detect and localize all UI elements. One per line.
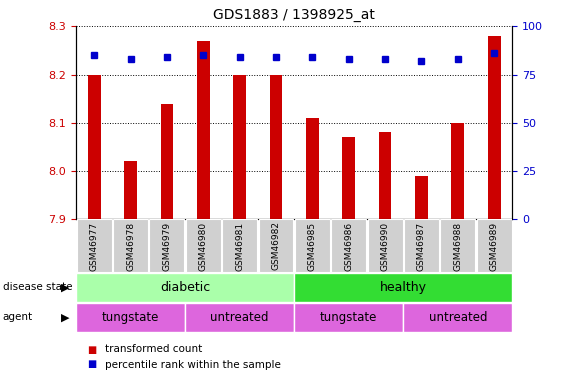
- Title: GDS1883 / 1398925_at: GDS1883 / 1398925_at: [213, 9, 375, 22]
- Text: ▶: ▶: [60, 312, 69, 322]
- Text: tungstate: tungstate: [320, 311, 377, 324]
- Text: ▶: ▶: [60, 282, 69, 292]
- Bar: [77, 219, 111, 272]
- Text: GSM46977: GSM46977: [90, 222, 99, 271]
- Bar: [331, 219, 366, 272]
- Bar: [76, 273, 294, 302]
- Text: tungstate: tungstate: [102, 311, 159, 324]
- Bar: [415, 176, 428, 219]
- Bar: [403, 303, 512, 332]
- Bar: [379, 132, 391, 219]
- Bar: [197, 41, 209, 219]
- Bar: [477, 219, 512, 272]
- Text: ■: ■: [87, 345, 96, 354]
- Bar: [222, 219, 257, 272]
- Text: untreated: untreated: [211, 311, 269, 324]
- Bar: [488, 36, 501, 219]
- Text: agent: agent: [3, 312, 33, 322]
- Bar: [186, 219, 221, 272]
- Bar: [88, 75, 101, 219]
- Text: diabetic: diabetic: [160, 281, 210, 294]
- Text: GSM46988: GSM46988: [453, 222, 462, 271]
- Bar: [233, 75, 246, 219]
- Text: GSM46979: GSM46979: [162, 222, 171, 271]
- Bar: [270, 75, 283, 219]
- Bar: [306, 118, 319, 219]
- Bar: [295, 219, 330, 272]
- Text: untreated: untreated: [428, 311, 487, 324]
- Bar: [440, 219, 475, 272]
- Bar: [294, 303, 403, 332]
- Text: healthy: healthy: [380, 281, 427, 294]
- Bar: [294, 273, 512, 302]
- Bar: [113, 219, 148, 272]
- Text: GSM46985: GSM46985: [308, 222, 317, 271]
- Bar: [452, 123, 464, 219]
- Text: GSM46987: GSM46987: [417, 222, 426, 271]
- Bar: [149, 219, 184, 272]
- Bar: [258, 219, 293, 272]
- Text: percentile rank within the sample: percentile rank within the sample: [105, 360, 281, 369]
- Bar: [160, 104, 173, 219]
- Text: ■: ■: [87, 360, 96, 369]
- Text: GSM46990: GSM46990: [381, 222, 390, 271]
- Text: disease state: disease state: [3, 282, 72, 292]
- Bar: [185, 303, 294, 332]
- Text: transformed count: transformed count: [105, 345, 203, 354]
- Text: GSM46978: GSM46978: [126, 222, 135, 271]
- Bar: [76, 303, 185, 332]
- Bar: [368, 219, 403, 272]
- Text: GSM46980: GSM46980: [199, 222, 208, 271]
- Text: GSM46982: GSM46982: [271, 222, 280, 270]
- Text: GSM46981: GSM46981: [235, 222, 244, 271]
- Text: GSM46989: GSM46989: [490, 222, 499, 271]
- Bar: [124, 162, 137, 219]
- Text: GSM46986: GSM46986: [344, 222, 353, 271]
- Bar: [404, 219, 439, 272]
- Bar: [342, 137, 355, 219]
